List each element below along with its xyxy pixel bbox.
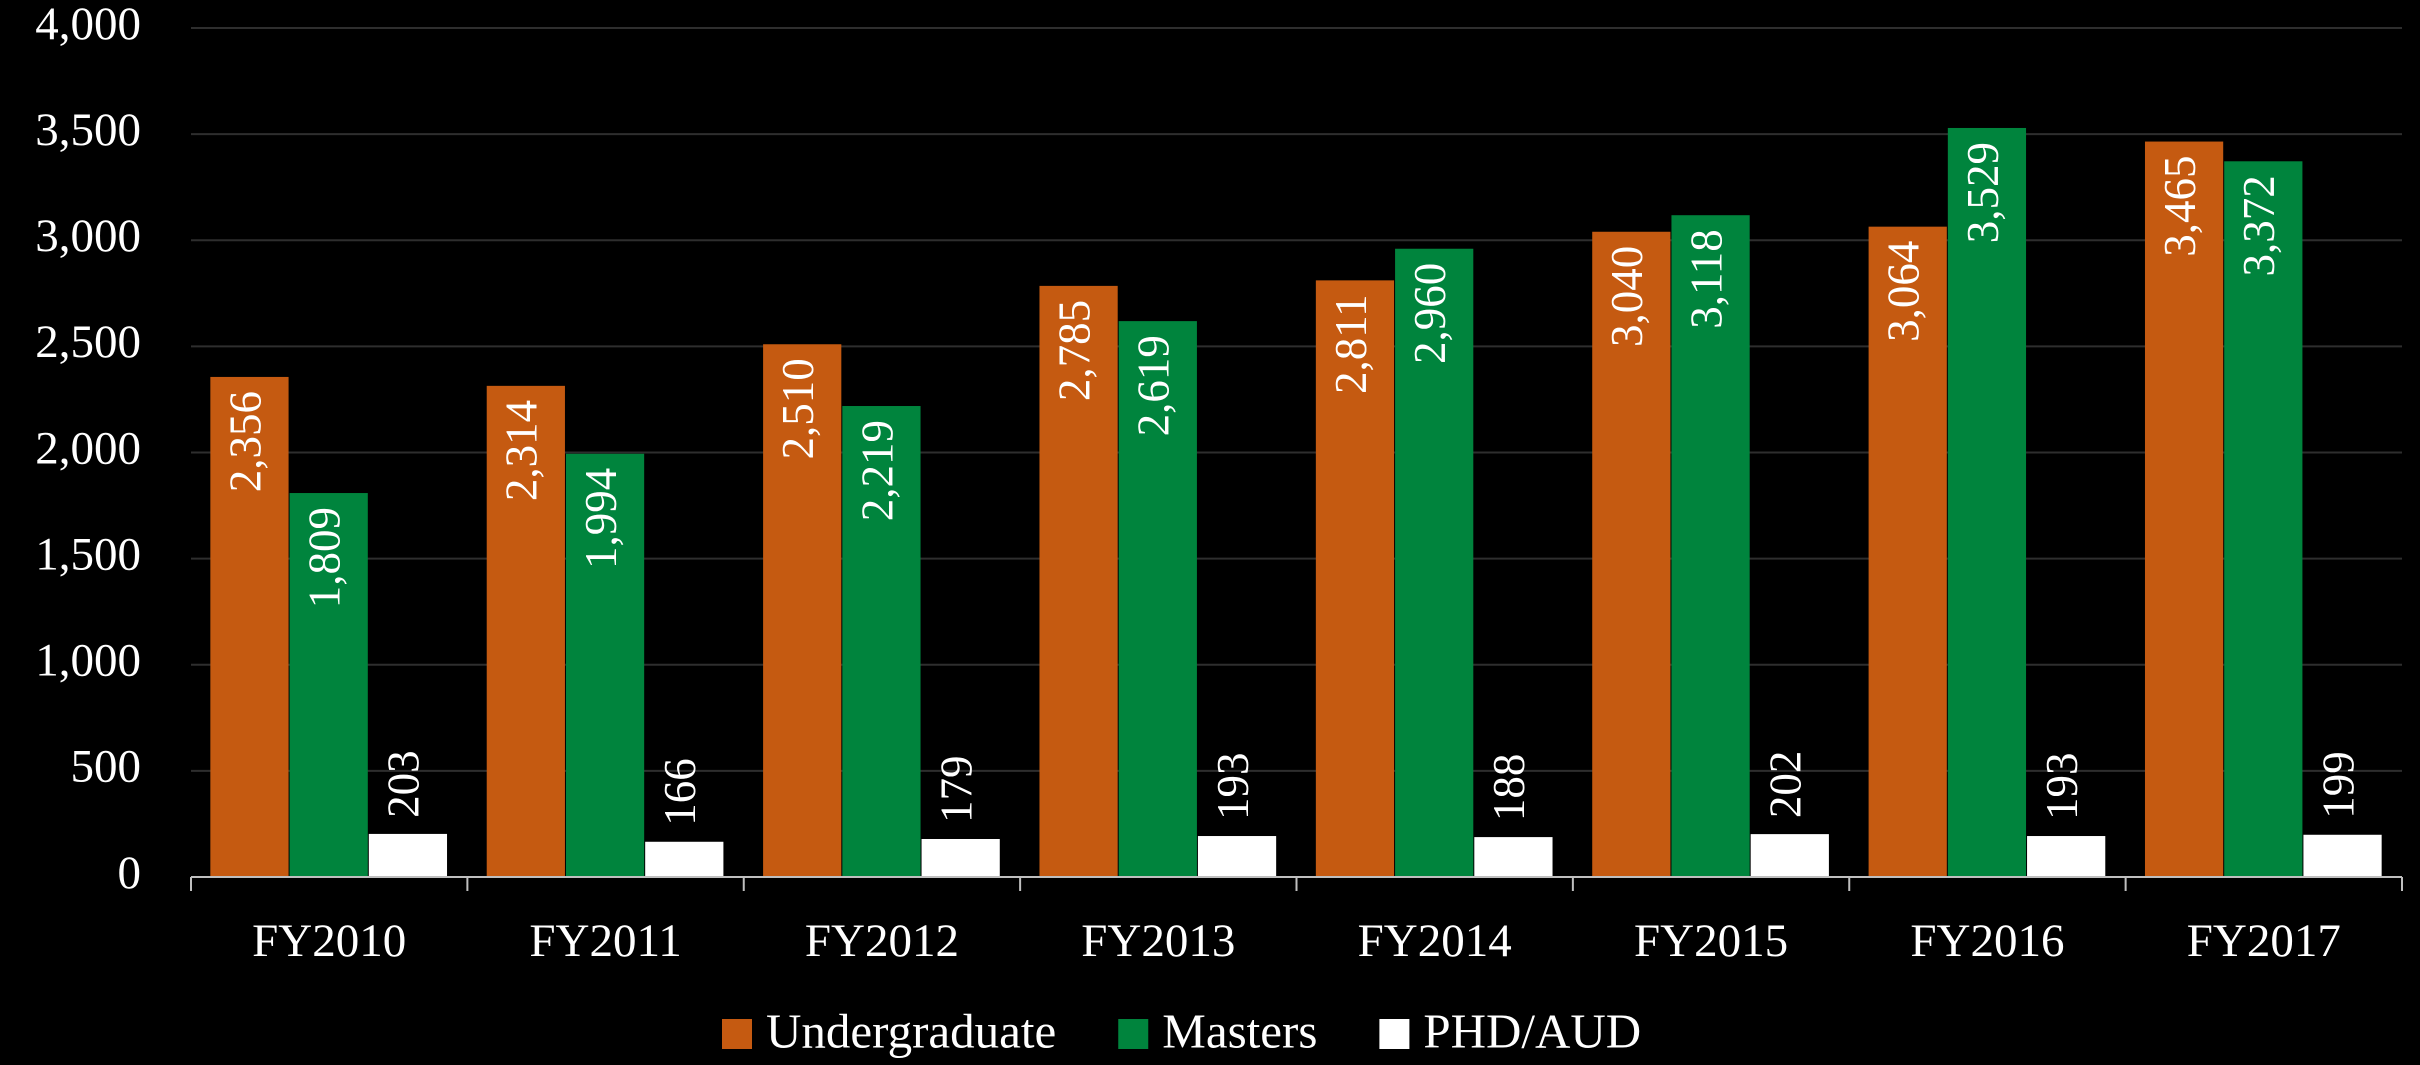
data-label: 193 [1208, 753, 1258, 821]
bar [1474, 837, 1553, 877]
bar [1868, 226, 1947, 877]
data-label: 199 [2313, 751, 2363, 819]
y-tick-label: 2,000 [35, 422, 141, 474]
y-tick-label: 1,000 [35, 635, 141, 687]
data-label: 2,785 [1049, 300, 1099, 401]
data-label: 2,960 [1405, 263, 1455, 364]
bar [2144, 141, 2224, 877]
data-label: 2,510 [773, 358, 823, 459]
data-label: 2,811 [1326, 294, 1376, 394]
y-tick-label: 3,000 [35, 210, 141, 262]
x-tick-label: FY2015 [1634, 915, 1788, 967]
bar [842, 406, 921, 877]
bar [1592, 231, 1671, 877]
data-label: 203 [379, 750, 429, 818]
data-label: 3,064 [1879, 241, 1929, 342]
legend-swatch [1118, 1019, 1149, 1049]
bar [2303, 834, 2382, 877]
legend-swatch [1379, 1019, 1410, 1049]
data-label: 188 [1484, 754, 1534, 822]
bar [368, 833, 448, 877]
bar [921, 839, 1000, 877]
x-tick-label: FY2010 [252, 915, 406, 967]
legend-swatch [722, 1019, 752, 1049]
data-label: 2,314 [497, 400, 547, 501]
bar [486, 385, 565, 877]
y-tick-label: 4,000 [35, 0, 141, 50]
x-tick-label: FY2016 [1910, 915, 2064, 967]
bar [1947, 127, 2027, 878]
data-label: 166 [655, 758, 705, 826]
x-tick-label: FY2017 [2187, 915, 2341, 967]
data-label: 3,465 [2155, 156, 2205, 257]
bar [763, 344, 842, 877]
y-tick-label: 3,500 [35, 104, 141, 156]
bar [1039, 285, 1118, 877]
bar [1315, 280, 1395, 878]
data-label: 3,529 [1958, 142, 2008, 243]
data-label: 3,040 [1602, 246, 1652, 347]
bar [1197, 836, 1277, 877]
bar [2224, 161, 2303, 878]
data-label: 2,219 [852, 420, 902, 521]
legend-label: Masters [1162, 1003, 1317, 1058]
data-label: 179 [931, 756, 981, 824]
y-tick-label: 0 [118, 847, 142, 899]
bar [210, 376, 289, 877]
y-tick-label: 500 [71, 741, 142, 793]
x-tick-label: FY2013 [1081, 915, 1235, 967]
bar [565, 453, 645, 877]
bar [1750, 834, 1829, 877]
x-tick-label: FY2011 [529, 915, 681, 967]
x-tick-label: FY2012 [805, 915, 959, 967]
bar [289, 493, 368, 877]
data-label: 202 [1761, 751, 1811, 819]
bar [645, 841, 724, 877]
data-label: 193 [2037, 753, 2087, 821]
data-label: 3,118 [1681, 229, 1731, 329]
bar [1395, 248, 1474, 878]
data-label: 2,356 [220, 391, 270, 492]
data-label: 1,809 [300, 507, 350, 608]
bar [1671, 215, 1750, 878]
bar [1118, 321, 1197, 877]
data-label: 2,619 [1129, 335, 1179, 436]
legend-label: Undergraduate [766, 1003, 1056, 1058]
y-tick-label: 1,500 [35, 528, 141, 580]
data-label: 3,372 [2234, 175, 2284, 276]
data-label: 1,994 [576, 468, 626, 569]
x-tick-label: FY2014 [1358, 915, 1512, 967]
legend-label: PHD/AUD [1423, 1003, 1641, 1058]
y-tick-label: 2,500 [35, 316, 141, 368]
bar [2027, 836, 2106, 877]
